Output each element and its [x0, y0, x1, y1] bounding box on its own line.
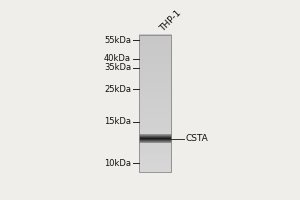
Text: THP-1: THP-1	[158, 8, 183, 33]
Text: 15kDa: 15kDa	[104, 117, 131, 126]
Text: 35kDa: 35kDa	[104, 63, 131, 72]
Text: 25kDa: 25kDa	[104, 85, 131, 94]
Bar	[139, 35, 171, 172]
Text: 40kDa: 40kDa	[104, 54, 131, 63]
Text: 55kDa: 55kDa	[104, 36, 131, 45]
Text: 10kDa: 10kDa	[104, 159, 131, 168]
Text: CSTA: CSTA	[186, 134, 208, 143]
